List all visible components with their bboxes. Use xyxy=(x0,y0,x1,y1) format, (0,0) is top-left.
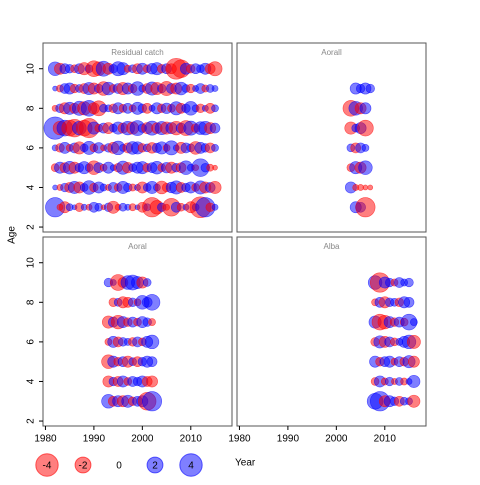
bubble xyxy=(406,334,421,349)
y-tick-label: 6 xyxy=(26,339,37,345)
x-tick-label: 1980 xyxy=(228,434,251,445)
bubble xyxy=(357,119,374,137)
legend-label: -2 xyxy=(79,461,88,472)
bubble xyxy=(144,334,160,350)
x-tick-label: 2010 xyxy=(374,434,397,445)
x-tick-label: 2000 xyxy=(131,434,154,445)
legend-label: 0 xyxy=(116,461,122,472)
bubble xyxy=(403,297,415,308)
bubble xyxy=(208,181,222,194)
panel-frame xyxy=(236,236,427,427)
y-tick-label: 8 xyxy=(26,105,37,111)
legend-bubble xyxy=(179,453,203,477)
y-tick-label: 2 xyxy=(26,418,37,424)
panel-frame xyxy=(236,42,427,233)
bubble xyxy=(365,83,375,94)
panel-title: Alba xyxy=(323,242,340,251)
bubble xyxy=(407,375,421,388)
legend-label: -4 xyxy=(43,461,52,472)
bubble xyxy=(407,355,420,368)
legend-bubble xyxy=(74,456,92,474)
panel-title: Residual catch xyxy=(111,48,163,57)
x-tick-label: 1980 xyxy=(34,434,57,445)
bubble xyxy=(410,318,418,326)
legend-label: 4 xyxy=(188,461,194,472)
legend-bubble xyxy=(146,456,164,474)
bubble xyxy=(211,203,219,211)
legend-label: 2 xyxy=(152,461,158,472)
bubble xyxy=(359,102,372,115)
bubble xyxy=(358,160,373,175)
bubble xyxy=(143,294,161,311)
bubble xyxy=(207,61,223,77)
panel-frame xyxy=(42,42,233,233)
bubble xyxy=(404,277,414,288)
legend-bubble xyxy=(35,453,59,477)
bubble xyxy=(142,391,163,412)
x-tick-label: 2010 xyxy=(180,434,203,445)
y-tick-label: 6 xyxy=(26,145,37,151)
bubble xyxy=(142,278,152,287)
y-tick-label: 4 xyxy=(26,184,37,190)
panel-frame xyxy=(42,236,233,427)
bubble xyxy=(146,375,158,388)
y-tick-label: 2 xyxy=(26,224,37,230)
bubble xyxy=(209,122,221,134)
x-tick-label: 1990 xyxy=(83,434,106,445)
bubble xyxy=(367,184,374,191)
bubble xyxy=(211,144,219,152)
x-axis-label: Year xyxy=(235,458,256,469)
bubble xyxy=(361,144,370,152)
bubble xyxy=(212,164,218,171)
y-tick-label: 8 xyxy=(26,299,37,305)
panel-title: Aorall xyxy=(321,48,342,57)
bubble xyxy=(362,184,369,191)
y-tick-label: 4 xyxy=(26,378,37,384)
bubble xyxy=(211,85,219,92)
bubble xyxy=(146,356,158,367)
bubble xyxy=(407,394,421,408)
bubble xyxy=(211,104,219,113)
x-tick-label: 1990 xyxy=(277,434,300,445)
y-tick-label: 10 xyxy=(26,63,37,75)
y-axis-label: Age xyxy=(7,226,18,244)
bubble xyxy=(355,197,376,218)
y-tick-label: 10 xyxy=(26,257,37,269)
panel-title: Aoral xyxy=(128,242,147,251)
bubble xyxy=(148,318,156,326)
x-tick-label: 2000 xyxy=(325,434,348,445)
